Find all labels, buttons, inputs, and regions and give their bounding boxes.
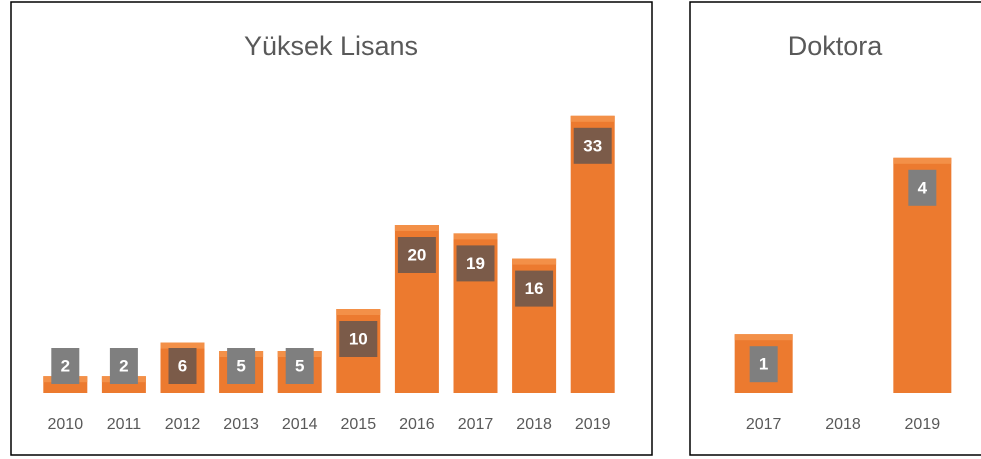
x-tick-label: 2019 xyxy=(905,416,941,433)
bar-cap xyxy=(336,309,381,315)
x-tick-label: 2016 xyxy=(399,416,435,433)
bar-cap xyxy=(512,258,557,265)
x-tick-label: 2018 xyxy=(516,416,552,433)
chart-title: Doktora xyxy=(788,31,884,61)
value-label: 16 xyxy=(525,279,544,298)
value-label: 5 xyxy=(236,356,245,375)
value-label: 4 xyxy=(918,178,928,197)
value-label-box xyxy=(285,348,314,384)
x-tick-label: 2019 xyxy=(575,416,611,433)
value-label-box xyxy=(51,348,80,384)
value-label-box xyxy=(573,127,612,164)
value-label-box xyxy=(397,237,436,273)
value-label-box xyxy=(749,346,778,383)
value-label: 6 xyxy=(178,356,187,375)
value-label: 2 xyxy=(119,356,128,375)
bar-cap xyxy=(453,233,498,240)
value-label: 33 xyxy=(583,136,602,155)
value-label-box xyxy=(515,270,554,307)
bar-cap xyxy=(734,334,793,341)
value-label: 1 xyxy=(759,355,768,374)
value-label-box xyxy=(227,348,256,384)
value-label-box xyxy=(908,169,937,206)
value-label: 10 xyxy=(349,329,368,348)
bar-cap xyxy=(160,342,205,349)
x-tick-label: 2017 xyxy=(746,416,782,433)
value-label-box xyxy=(168,348,197,384)
bar-cap xyxy=(570,115,615,122)
x-tick-label: 2015 xyxy=(341,416,377,433)
value-label-box xyxy=(456,245,495,282)
x-tick-label: 2014 xyxy=(282,416,318,433)
x-tick-label: 2013 xyxy=(223,416,259,433)
x-tick-label: 2011 xyxy=(107,416,142,433)
bar-cap xyxy=(394,225,439,231)
value-label-box xyxy=(339,321,378,357)
bar-cap xyxy=(893,157,952,164)
x-tick-label: 2010 xyxy=(48,416,84,433)
chart-title: Yüksek Lisans xyxy=(244,31,418,61)
value-label: 5 xyxy=(295,356,304,375)
x-tick-label: 2018 xyxy=(825,416,861,433)
value-label-box xyxy=(109,348,138,384)
x-tick-label: 2012 xyxy=(165,416,201,433)
value-label: 2 xyxy=(61,356,70,375)
value-label: 19 xyxy=(466,254,485,273)
x-tick-label: 2017 xyxy=(458,416,494,433)
value-label: 20 xyxy=(407,245,426,264)
